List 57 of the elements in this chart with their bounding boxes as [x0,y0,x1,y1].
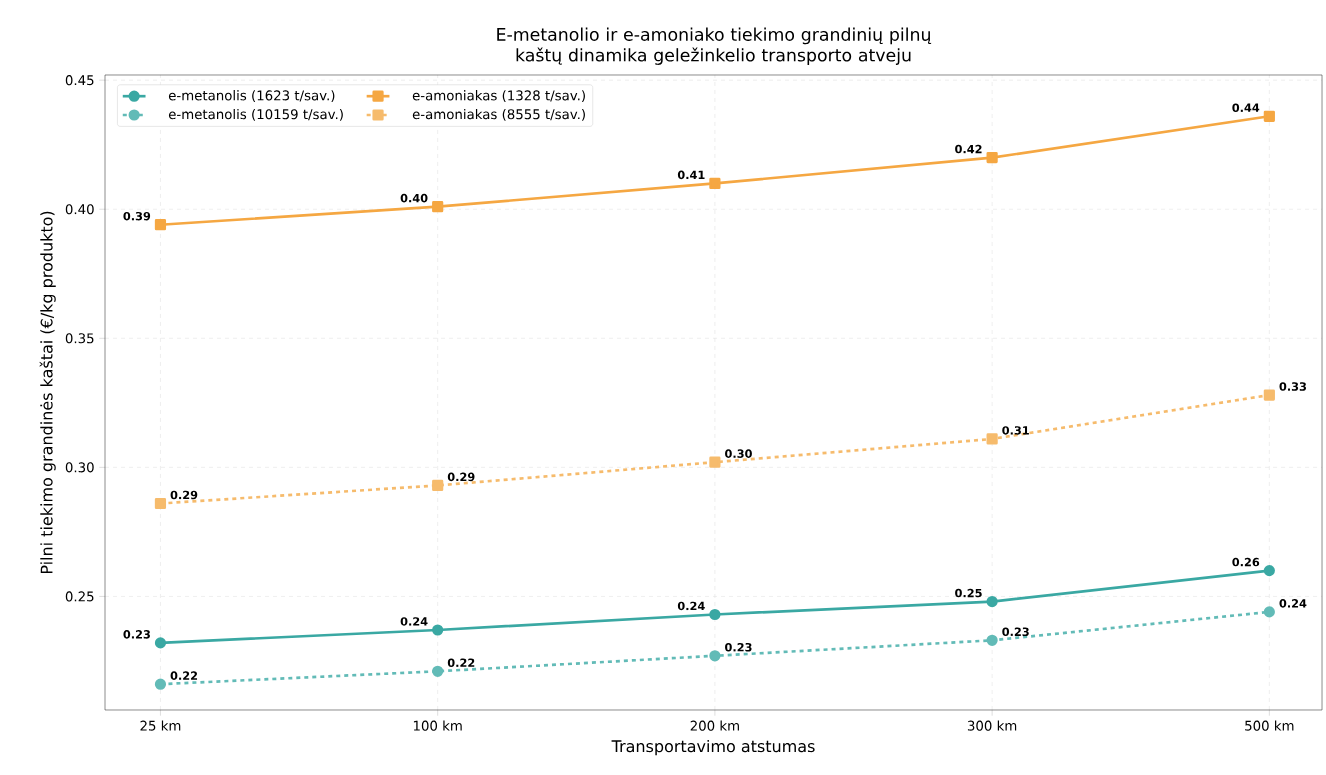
data-label: 0.31 [1002,426,1029,435]
point [154,497,167,510]
point [1263,389,1275,401]
data-label: 0.23 [123,630,150,639]
data-label: 0.29 [170,490,198,500]
point [432,624,444,636]
data-label: 0.39 [123,211,151,221]
data-label: 0.30 [725,449,752,458]
point [709,650,721,662]
point [432,201,444,213]
data-label: 0.26 [1232,557,1260,567]
y-tick-label: 0.40 [65,204,94,215]
point [986,634,998,646]
data-label: 0.33 [1279,382,1307,391]
y-tick-label: 0.30 [65,462,94,473]
legend-label: e-metanolis (10159 t/sav.) [168,108,343,121]
data-label: 0.42 [955,144,982,154]
point [432,479,444,492]
point [154,219,167,231]
legend-label: e-metanolis (1623 t/sav.) [168,90,335,103]
x-axis-title: Transportavimo atstumas [611,739,815,756]
data-label: 0.29 [447,472,475,482]
data-label: 0.25 [955,588,982,598]
data-label: 0.22 [170,671,198,680]
point [1263,565,1275,577]
point [986,433,998,445]
chart-title: E-metanolio ir e-amoniako tiekimo grandinių pilnų kaštų dinamika geležinkelio transporto atveju [497,27,932,65]
point [709,608,721,621]
legend-label: e-amoniakas (8555 t/sav.) [412,108,585,121]
data-label: 0.22 [447,658,475,668]
legend-label: e-amoniakas (1328 t/sav.) [412,90,585,103]
data-label: 0.40 [400,193,428,203]
y-axis-title: Pilni tiekimo grandinės kaštai (€/kg produkto) [39,211,56,574]
point [432,665,444,677]
data-label: 0.24 [677,601,705,611]
point [154,678,167,690]
point [1263,606,1275,618]
point [1263,110,1275,122]
y-tick-label: 0.45 [65,75,94,86]
x-tick-label: 100 km [413,720,462,731]
x-tick-label: 200 km [690,720,739,731]
data-label: 0.23 [725,642,752,652]
x-tick-label: 300 km [967,720,1017,731]
y-tick-label: 0.35 [65,333,94,344]
data-label: 0.44 [1232,103,1260,113]
data-label: 0.24 [400,617,428,626]
data-label: 0.41 [677,170,705,180]
point [986,595,998,608]
x-tick-label: 500 km [1245,720,1294,731]
data-label: 0.24 [1279,599,1307,608]
x-tick-label: 25 km [140,720,181,731]
y-tick-label: 0.25 [65,591,94,602]
point [986,151,998,164]
data-label: 0.23 [1002,627,1029,637]
point [709,456,721,468]
point [709,177,721,190]
point [154,637,167,649]
